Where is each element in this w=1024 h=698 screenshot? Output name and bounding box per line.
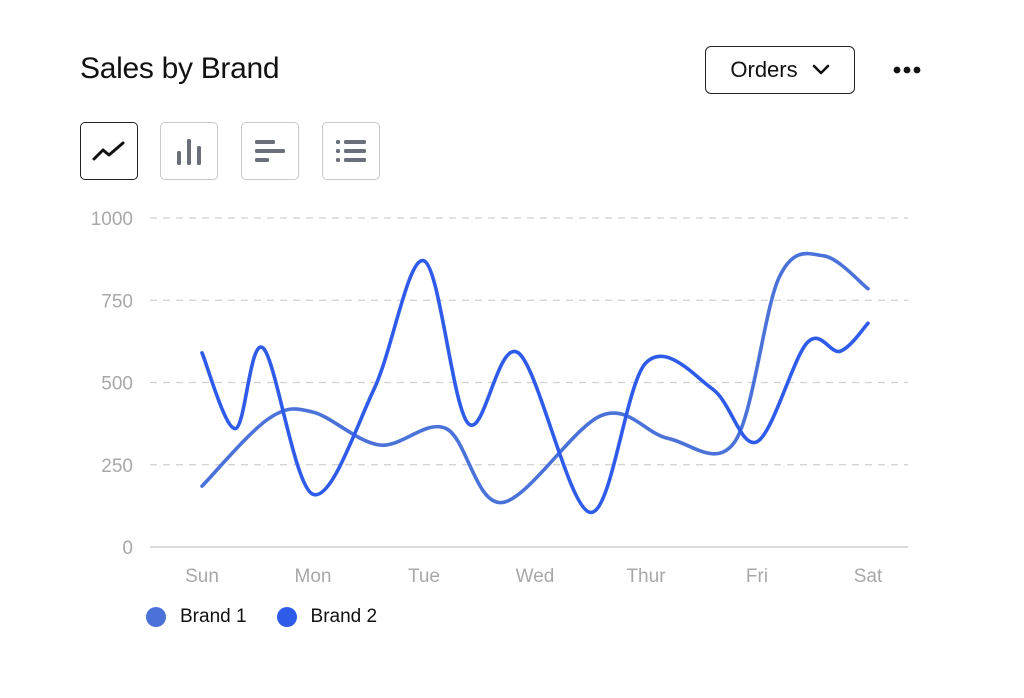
legend-dot-brand-2 — [276, 607, 297, 627]
line-chart-icon — [92, 140, 126, 162]
legend-item-brand-1[interactable]: Brand 1 — [146, 606, 247, 628]
x-tick-label: Tue — [408, 566, 440, 587]
more-horizontal-icon — [893, 61, 921, 79]
y-tick-label: 250 — [101, 456, 133, 477]
bar-chart-icon — [176, 136, 202, 166]
chevron-down-icon — [812, 64, 830, 76]
series-line-brand-1 — [200, 251, 870, 505]
x-tick-label: Sun — [185, 566, 219, 587]
bar-chart-button[interactable] — [160, 122, 218, 180]
horizontal-bar-chart-button[interactable] — [241, 122, 299, 180]
x-tick-label: Sat — [854, 566, 883, 587]
x-tick-label: Fri — [746, 566, 768, 587]
legend-item-brand-2[interactable]: Brand 2 — [276, 606, 378, 628]
x-tick-label: Wed — [516, 566, 555, 587]
more-options-button[interactable] — [888, 56, 926, 84]
line-chart-button[interactable] — [80, 122, 138, 180]
list-view-button[interactable] — [322, 122, 380, 180]
y-tick-label: 500 — [101, 374, 133, 395]
chart-legend: Brand 1 Brand 2 — [146, 606, 407, 628]
horizontal-bar-chart-icon — [254, 139, 286, 163]
y-tick-label: 1000 — [91, 209, 133, 230]
legend-dot-brand-1 — [146, 607, 166, 627]
chart-title: Sales by Brand — [80, 52, 280, 85]
metric-dropdown-label: Orders — [730, 57, 798, 82]
y-tick-label: 750 — [101, 291, 133, 312]
y-tick-label: 0 — [122, 538, 133, 559]
legend-label: Brand 2 — [310, 606, 378, 627]
metric-dropdown[interactable]: Orders — [705, 46, 855, 94]
legend-label: Brand 1 — [180, 606, 247, 627]
series-line-brand-2 — [200, 258, 870, 515]
x-tick-label: Mon — [295, 566, 332, 587]
list-icon — [335, 139, 367, 163]
x-tick-label: Thur — [626, 566, 666, 587]
